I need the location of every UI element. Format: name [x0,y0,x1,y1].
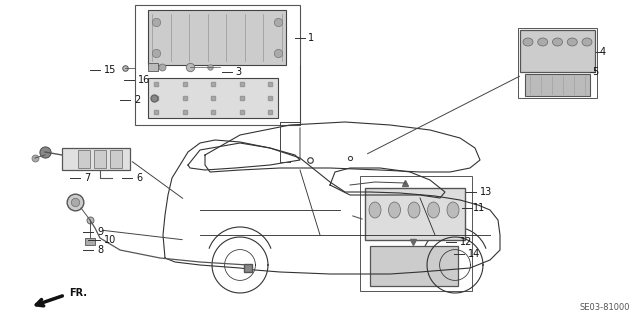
Bar [135,5,300,125]
Bar [370,246,458,286]
Text: 6: 6 [136,173,142,183]
Bar [62,148,130,170]
Ellipse shape [388,202,401,218]
Text: SE03-81000: SE03-81000 [579,303,630,312]
Bar [78,150,90,168]
Ellipse shape [447,202,459,218]
Text: 1: 1 [308,33,314,43]
Bar [148,63,158,71]
Bar [360,176,472,291]
Text: 4: 4 [600,47,606,57]
Bar [520,30,595,72]
Ellipse shape [523,38,533,46]
Text: 15: 15 [104,65,116,75]
Text: 16: 16 [138,75,150,85]
Text: 8: 8 [97,245,103,255]
Text: 3: 3 [235,67,241,77]
Ellipse shape [369,202,381,218]
Ellipse shape [408,202,420,218]
Bar [85,238,95,245]
Bar [94,150,106,168]
Text: 10: 10 [104,235,116,245]
Ellipse shape [582,38,592,46]
Bar [148,10,286,65]
Bar [148,78,278,118]
Text: 2: 2 [134,95,140,105]
Text: 11: 11 [473,203,485,213]
Ellipse shape [552,38,563,46]
Ellipse shape [567,38,577,46]
Text: FR.: FR. [69,288,87,298]
Text: 14: 14 [468,249,480,259]
Text: 13: 13 [480,187,492,197]
Bar [518,28,597,98]
Bar [365,188,465,240]
Text: 7: 7 [84,173,90,183]
Ellipse shape [538,38,548,46]
Bar [110,150,122,168]
Ellipse shape [428,202,440,218]
Text: 9: 9 [97,227,103,237]
Bar [525,74,590,96]
Text: 5: 5 [592,67,598,77]
Text: 12: 12 [460,237,472,247]
